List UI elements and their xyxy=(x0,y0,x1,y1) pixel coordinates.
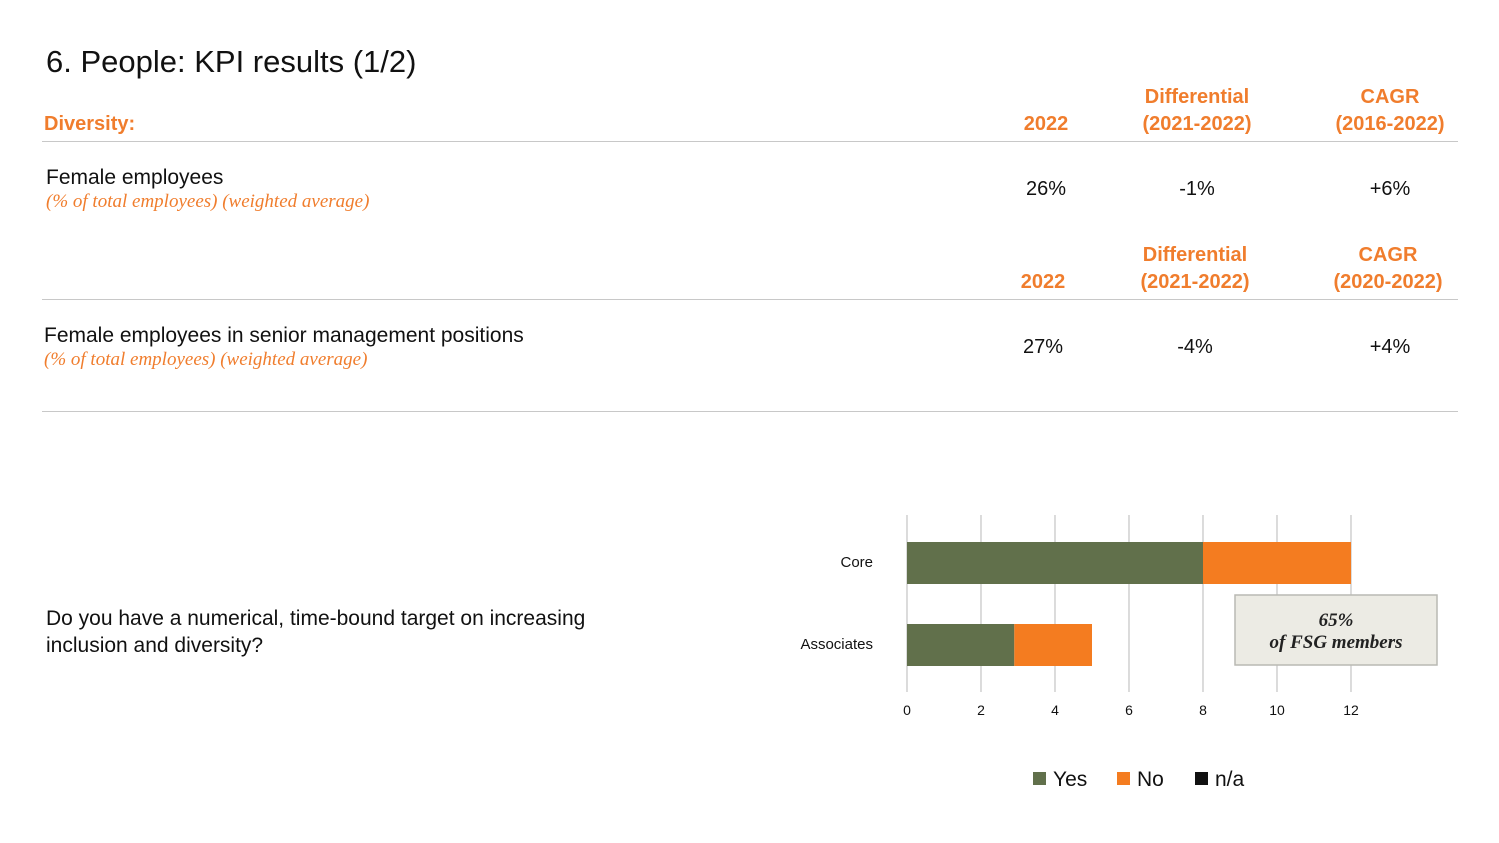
category-label: Core xyxy=(840,554,873,571)
x-tick-label: 0 xyxy=(903,702,911,718)
chart-legend: Yes No n/a xyxy=(1033,768,1245,791)
table2-bottom-rule xyxy=(42,411,1458,412)
bar-segment-no-associates xyxy=(1014,624,1092,666)
table2-header-rule xyxy=(42,299,1458,300)
legend-swatch xyxy=(1195,772,1208,785)
legend-label: Yes xyxy=(1053,768,1087,791)
table1-row-label: Female employees xyxy=(46,166,224,189)
table1-header-differential: Differential (2021-2022) xyxy=(1142,86,1252,135)
table1-header-cagr: CAGR (2016-2022) xyxy=(1335,86,1445,135)
table2-header-cagr: CAGR (2020-2022) xyxy=(1333,244,1443,293)
category-label: Associates xyxy=(800,636,873,653)
table1-value-2022: 26% xyxy=(1025,178,1067,200)
chart-bars xyxy=(907,542,1351,666)
x-tick-label: 10 xyxy=(1269,702,1285,718)
question-text: Do you have a numerical, time-bound targ… xyxy=(46,607,586,657)
legend-label: No xyxy=(1137,768,1164,791)
table2-header-year: 2022 xyxy=(1020,271,1066,293)
bar-segment-yes-core xyxy=(907,542,1203,584)
callout-box: 65% of FSG members xyxy=(1234,594,1438,666)
x-tick-label: 12 xyxy=(1343,702,1359,718)
legend-swatch xyxy=(1117,772,1130,785)
table2-header-differential: Differential (2021-2022) xyxy=(1140,244,1250,293)
callout-background xyxy=(1234,594,1438,666)
callout-percent: 65% xyxy=(1319,610,1354,631)
table2-value-2022: 27% xyxy=(1022,336,1064,358)
x-tick-label: 8 xyxy=(1199,702,1207,718)
x-tick-label: 6 xyxy=(1125,702,1133,718)
table1-value-cagr: +6% xyxy=(1369,178,1411,200)
x-tick-label: 2 xyxy=(977,702,985,718)
table2-value-differential: -4% xyxy=(1177,336,1213,358)
table2-row-sublabel: (% of total employees) (weighted average… xyxy=(44,349,368,370)
table1-value-differential: -1% xyxy=(1179,178,1215,200)
section-label-diversity: Diversity: xyxy=(44,113,136,135)
table2-value-cagr: +4% xyxy=(1369,336,1411,358)
legend-label: n/a xyxy=(1215,768,1245,791)
table2-row-label: Female employees in senior management po… xyxy=(44,324,524,347)
page-title: 6. People: KPI results (1/2) xyxy=(46,44,417,79)
bar-segment-no-core xyxy=(1203,542,1351,584)
x-tick-label: 4 xyxy=(1051,702,1059,718)
table1-row-sublabel: (% of total employees) (weighted average… xyxy=(46,191,370,212)
chart-labels: 0 2 4 6 8 10 12 Core Associates xyxy=(800,554,1359,718)
table1-header-year: 2022 xyxy=(1023,113,1069,135)
table1-header-rule xyxy=(42,141,1458,142)
legend-swatch xyxy=(1033,772,1046,785)
callout-text: of FSG members xyxy=(1270,632,1403,653)
bar-segment-yes-associates xyxy=(907,624,1015,666)
